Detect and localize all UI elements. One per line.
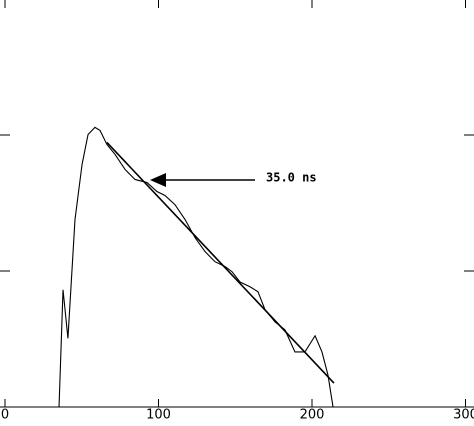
data-line bbox=[58, 126, 334, 408]
data-line bbox=[106, 141, 335, 384]
x-tick-label: 100 bbox=[146, 408, 171, 423]
x-tick-label: 0 bbox=[1, 408, 9, 423]
arrow-head bbox=[150, 173, 166, 187]
x-tick-label: 300 bbox=[453, 408, 474, 423]
x-tick-label: 200 bbox=[300, 408, 325, 423]
annotation: 35.0 ns bbox=[266, 171, 317, 185]
